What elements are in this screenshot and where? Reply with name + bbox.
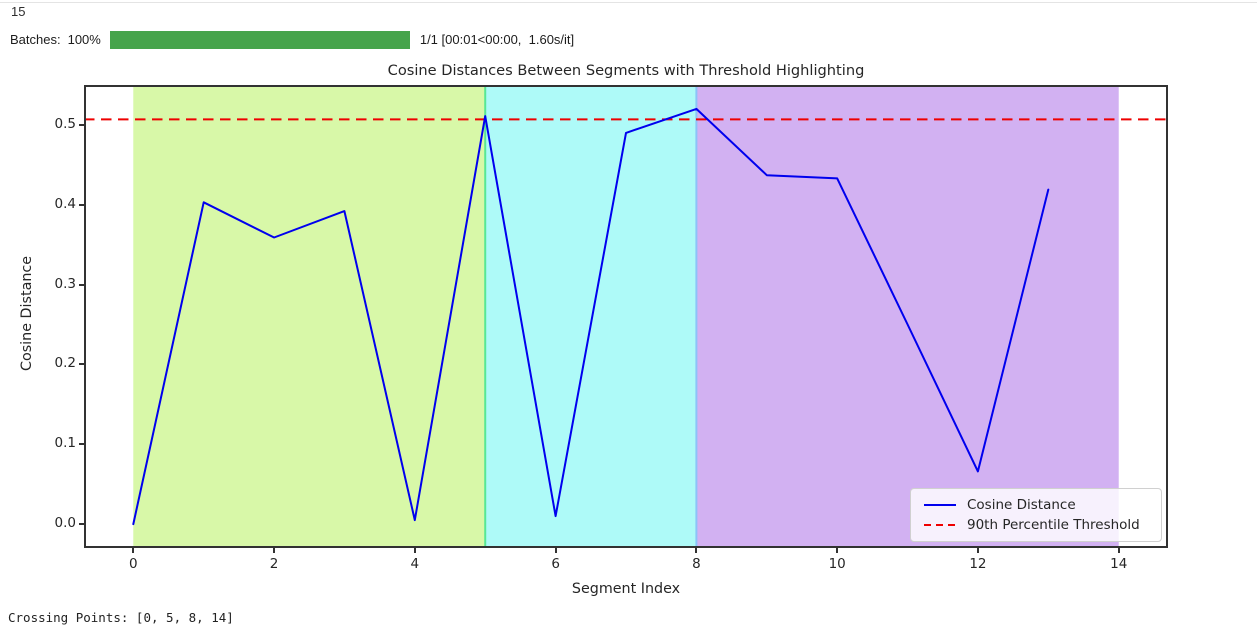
progress-label: Batches: [10, 32, 61, 47]
x-tick-label: 6 [551, 556, 560, 572]
x-tick-mark [976, 548, 979, 553]
cosine-distance-line [132, 107, 1050, 526]
plot-area [84, 85, 1168, 548]
y-tick-label: 0.1 [54, 435, 76, 452]
y-tick-label: 0.5 [54, 115, 76, 132]
y-tick-mark [79, 123, 84, 126]
y-tick-mark [79, 283, 84, 286]
x-tick-mark [132, 548, 135, 553]
x-tick-label: 4 [410, 556, 420, 572]
legend-line-sample [924, 504, 956, 506]
x-tick-mark [1117, 548, 1120, 553]
x-tick-label: 14 [1110, 556, 1128, 572]
y-tick-label: 0.3 [54, 275, 76, 292]
y-axis-label: Cosine Distance [19, 255, 35, 371]
progress-bar-fill [109, 30, 410, 49]
legend-dashed-line-sample [924, 524, 956, 526]
x-tick-label: 2 [269, 556, 279, 572]
execution-count: 15 [11, 4, 26, 19]
cell-divider [0, 2, 1257, 3]
x-tick-mark [836, 548, 839, 553]
progress-percent: 100% [67, 32, 101, 47]
y-tick-mark [79, 203, 84, 206]
legend: Cosine Distance 90th Percentile Threshold [910, 488, 1162, 542]
y-tick-label: 0.0 [54, 515, 76, 532]
x-tick-label: 10 [828, 556, 846, 572]
x-tick-mark [273, 548, 276, 553]
progress-stats: 1/1 [00:01<00:00, 1.60s/it] [419, 32, 575, 47]
crossing-points-output: Crossing Points: [0, 5, 8, 14] [8, 610, 234, 625]
y-tick-label: 0.2 [54, 355, 76, 372]
x-axis-label: Segment Index [571, 581, 681, 597]
y-tick-label: 0.4 [54, 195, 76, 212]
highlight-region [696, 85, 1119, 548]
chart-title: Cosine Distances Between Segments with T… [387, 62, 865, 79]
x-tick-label: 8 [692, 556, 701, 572]
x-tick-mark [554, 548, 557, 553]
y-tick-mark [79, 363, 84, 366]
x-tick-label: 12 [969, 556, 987, 572]
highlight-region [133, 85, 486, 548]
y-tick-mark [79, 523, 84, 526]
legend-label: 90th Percentile Threshold [967, 517, 1140, 533]
legend-entry: Cosine Distance [919, 495, 1153, 515]
x-tick-label: 0 [128, 556, 138, 572]
legend-entry: 90th Percentile Threshold [919, 515, 1153, 535]
x-tick-mark [695, 548, 698, 553]
highlight-region [485, 85, 697, 548]
x-tick-mark [413, 548, 416, 553]
legend-label: Cosine Distance [967, 497, 1076, 513]
y-tick-mark [79, 443, 84, 446]
axes-frame [84, 85, 1168, 548]
progress-bar [109, 30, 410, 49]
progress-row: Batches: 100% 1/1 [00:01<00:00, 1.60s/it… [10, 29, 574, 50]
